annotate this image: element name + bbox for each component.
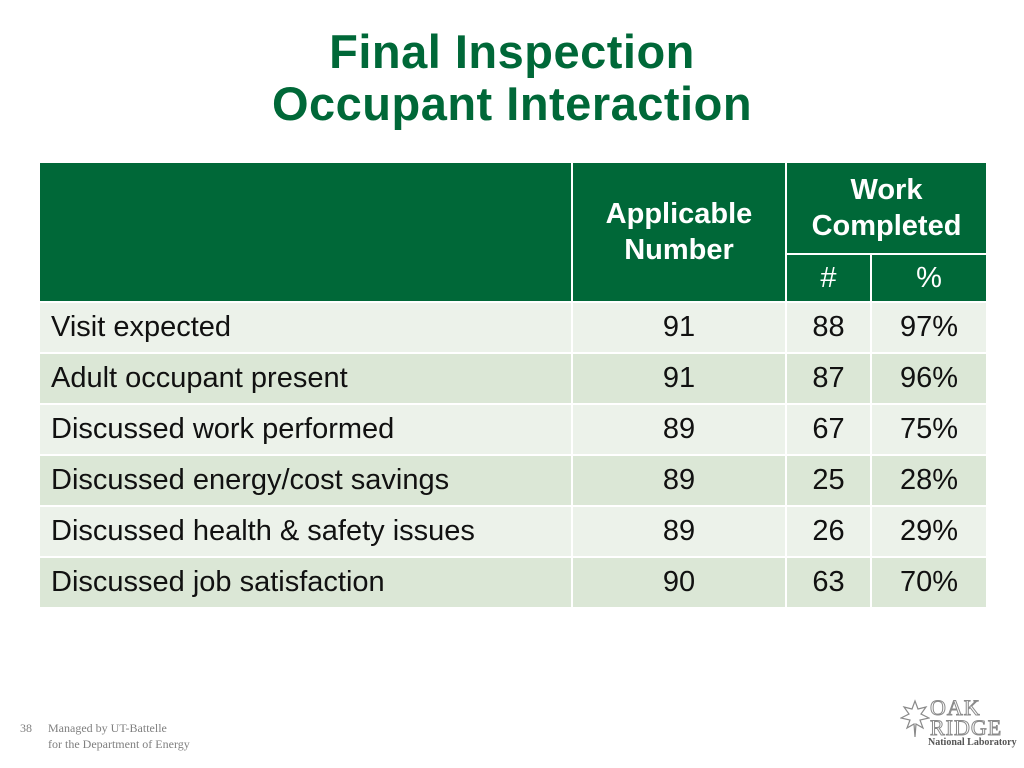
table-row: Visit expected 91 88 97% [38,301,988,354]
leaf-icon [900,699,930,738]
row-label: Discussed energy/cost savings [38,454,573,507]
row-applicable: 89 [571,505,787,558]
footer-line-2: for the Department of Energy [48,737,190,751]
row-label: Adult occupant present [38,352,573,405]
row-percent: 97% [870,301,988,354]
row-percent: 29% [870,505,988,558]
header-applicable-number: Applicable Number [571,161,787,303]
row-applicable: 90 [571,556,787,609]
row-label: Discussed work performed [38,403,573,456]
logo-word-national-laboratory: National Laboratory [928,737,1017,748]
header-work-line1: Work [850,174,923,206]
row-applicable: 89 [571,403,787,456]
table-row: Discussed energy/cost savings 89 25 28% [38,454,988,507]
table-row: Adult occupant present 91 87 96% [38,352,988,405]
row-count: 67 [785,403,872,456]
row-count: 26 [785,505,872,558]
title-line-2: Occupant Interaction [271,77,753,130]
header-work-line2: Completed [811,210,962,242]
header-work-completed: Work Completed [785,161,988,255]
header-empty-cell [38,161,573,303]
row-percent: 28% [870,454,988,507]
row-label: Visit expected [38,301,573,354]
logo-word-oak: OAK [930,695,981,721]
header-percent: % [870,253,988,303]
table-row: Discussed job satisfaction 90 63 70% [38,556,988,609]
table-row: Discussed health & safety issues 89 26 2… [38,505,988,558]
footer-text: Managed by UT-Battelle for the Departmen… [48,720,190,752]
row-percent: 70% [870,556,988,609]
row-label: Discussed health & safety issues [38,505,573,558]
row-percent: 75% [870,403,988,456]
slide-title: Final Inspection Occupant Interaction [0,26,1024,130]
ornl-logo: OAK RIDGE National Laboratory [900,695,1017,749]
row-applicable: 91 [571,352,787,405]
header-applicable-line2: Number [624,234,734,266]
logo-word-ridge: RIDGE [929,715,1003,741]
table-row: Discussed work performed 89 67 75% [38,403,988,456]
header-applicable-line1: Applicable [605,198,753,230]
header-count: # [785,253,872,303]
row-percent: 96% [870,352,988,405]
page-number: 38 [20,721,32,735]
row-count: 25 [785,454,872,507]
occupant-interaction-table: Applicable Number Work Completed # % Vis… [38,161,988,609]
row-count: 88 [785,301,872,354]
title-line-1: Final Inspection [329,25,695,78]
row-count: 63 [785,556,872,609]
row-applicable: 91 [571,301,787,354]
row-count: 87 [785,352,872,405]
row-label: Discussed job satisfaction [38,556,573,609]
row-applicable: 89 [571,454,787,507]
footer-line-1: Managed by UT-Battelle [48,721,167,735]
